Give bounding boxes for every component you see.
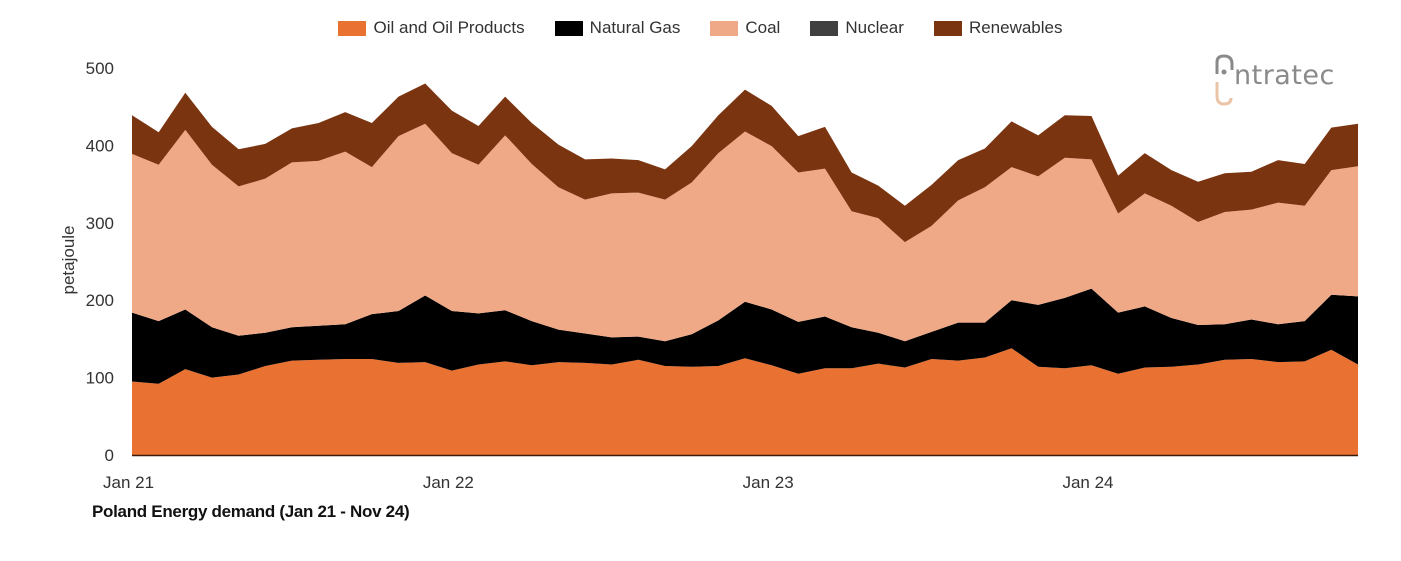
intratec-logo: ntratec (1212, 52, 1362, 108)
area-natural-gas (132, 288, 1358, 384)
legend-item-renewables: Renewables (933, 18, 1063, 38)
legend-label: Natural Gas (589, 18, 681, 37)
legend-item-natural-gas: Natural Gas (554, 18, 681, 38)
x-tick-label: Jan 24 (1062, 473, 1113, 492)
area-renewables (132, 83, 1358, 243)
chart-title: Poland Energy demand (Jan 21 - Nov 24) (92, 502, 410, 521)
area-coal (132, 123, 1358, 342)
legend-label: Coal (745, 18, 781, 37)
legend-swatch (810, 20, 839, 36)
y-tick-label: 400 (86, 136, 114, 155)
x-tick-label: Jan 23 (743, 473, 794, 492)
legend-swatch (554, 20, 583, 36)
legend-label: Nuclear (845, 18, 904, 37)
x-tick-label: Jan 22 (423, 473, 474, 492)
legend-item-nuclear: Nuclear (810, 18, 904, 38)
legend-swatch (710, 20, 739, 36)
area-oil-and-oil-products (132, 348, 1358, 455)
legend-label: Oil and Oil Products (373, 18, 525, 37)
logo-text: ntratec (1234, 60, 1335, 91)
logo-mark-icon (1215, 54, 1234, 106)
legend-item-coal: Coal (710, 18, 780, 38)
legend-swatch (933, 20, 962, 36)
y-tick-label: 100 (86, 369, 114, 388)
legend-item-oil-and-oil-products: Oil and Oil Products (338, 18, 525, 38)
y-tick-label: 200 (86, 291, 114, 310)
y-tick-label: 500 (86, 59, 114, 78)
y-axis-ticks: 0 100 200 300 400 500 (86, 59, 114, 465)
x-axis-ticks: Jan 21 Jan 22 Jan 23 Jan 24 (103, 473, 1114, 492)
area-layer (132, 83, 1358, 455)
chart-legend: Oil and Oil Products Natural Gas Coal Nucle… (0, 18, 1401, 38)
legend-swatch (338, 20, 367, 36)
y-tick-label: 0 (105, 446, 114, 465)
legend-label: Renewables (968, 18, 1063, 37)
y-axis-title: petajoule (59, 225, 78, 294)
y-tick-label: 300 (86, 214, 114, 233)
x-tick-label: Jan 21 (103, 473, 154, 492)
